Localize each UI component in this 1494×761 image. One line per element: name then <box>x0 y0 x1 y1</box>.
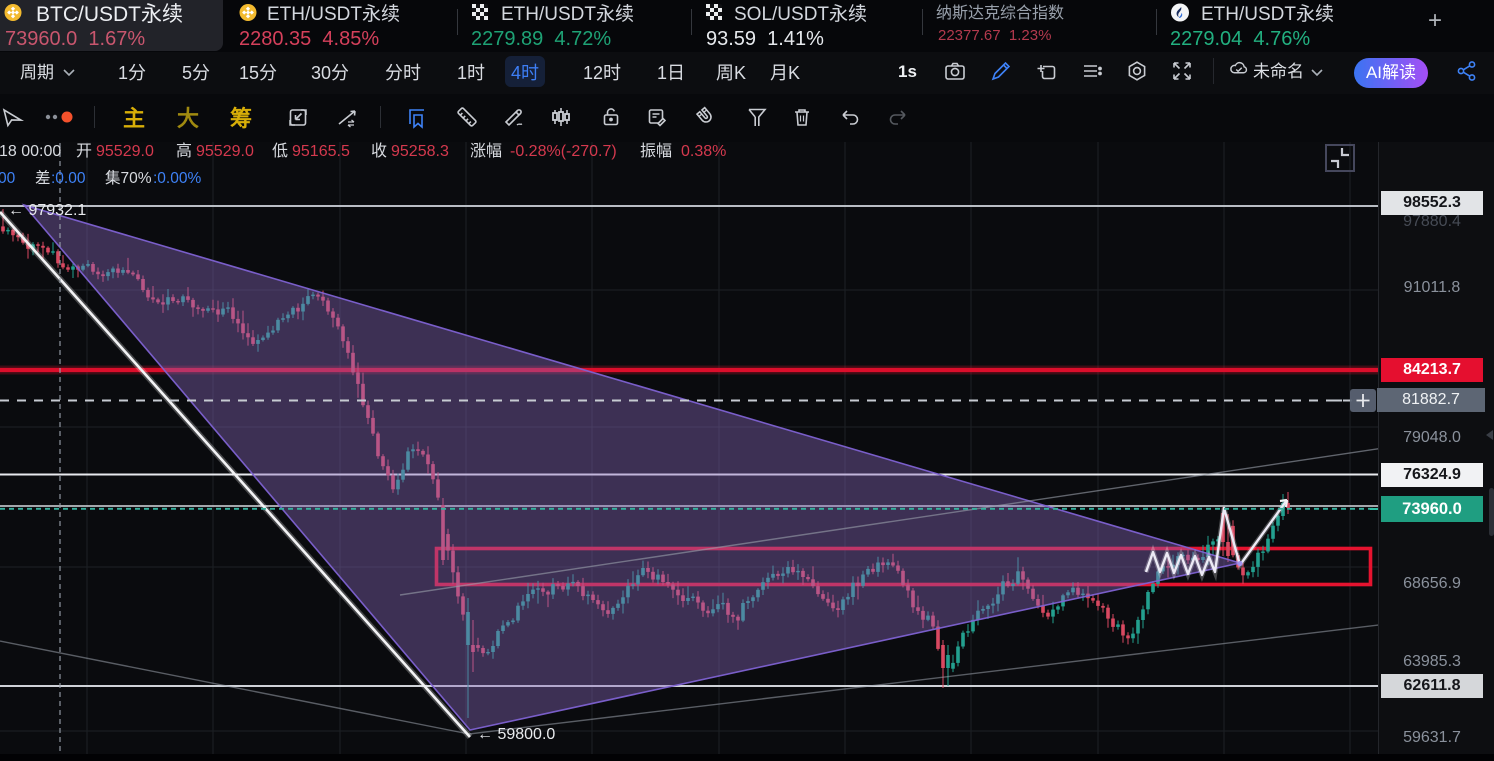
svg-text:← 59800.0: ← 59800.0 <box>477 726 555 743</box>
svg-text:← 97932.1: ← 97932.1 <box>8 202 86 219</box>
